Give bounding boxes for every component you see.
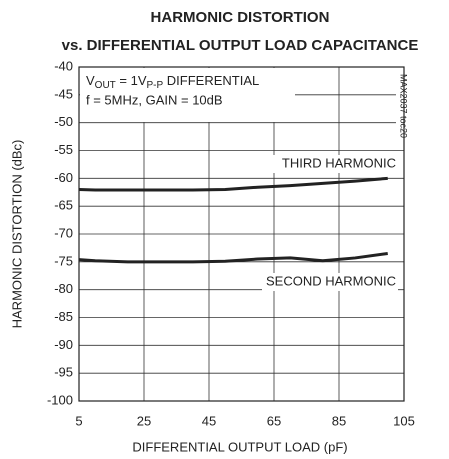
y-tick-label: -60 [54, 170, 73, 185]
y-tick-label: -100 [47, 392, 73, 407]
annotation: VOUT = 1VP-P DIFFERENTIAL [86, 73, 259, 90]
plot-frame [78, 66, 405, 402]
x-tick-label: 45 [202, 413, 216, 428]
series-label-bg [262, 155, 398, 173]
chart-subtitle: vs. DIFFERENTIAL OUTPUT LOAD CAPACITANCE [62, 37, 419, 54]
y-axis-label: HARMONIC DISTORTION (dBc) [9, 140, 24, 329]
x-tick-label: 65 [267, 413, 281, 428]
annotation-box [80, 68, 295, 122]
chart-title: HARMONIC DISTORTION [151, 9, 330, 26]
y-tick-label: -40 [54, 58, 73, 73]
y-tick-label: -70 [54, 225, 73, 240]
annotation-part: P-P [147, 80, 164, 91]
y-tick-label: -50 [54, 114, 73, 129]
y-tick-label: -45 [54, 86, 73, 101]
x-tick-label: 85 [332, 413, 346, 428]
y-tick-label: -55 [54, 142, 73, 157]
x-tick-label: 25 [137, 413, 151, 428]
figure-id-box [396, 70, 410, 150]
annotation-part: OUT [95, 80, 116, 91]
y-tick-label: -65 [54, 198, 73, 213]
y-tick-label: -75 [54, 253, 73, 268]
y-tick-label: -80 [54, 281, 73, 296]
y-tick-label: -85 [54, 309, 73, 324]
annotation-part: = 1V [116, 73, 147, 88]
x-tick-label: 105 [393, 413, 415, 428]
annotation: f = 5MHz, GAIN = 10dB [86, 92, 223, 107]
series-label: SECOND HARMONIC [266, 273, 396, 288]
y-tick-label: -90 [54, 337, 73, 352]
series-label-bg [262, 273, 398, 291]
y-tick-label: -95 [54, 365, 73, 380]
x-axis-label: DIFFERENTIAL OUTPUT LOAD (pF) [132, 439, 347, 454]
x-tick-label: 5 [75, 413, 82, 428]
series-label: THIRD HARMONIC [282, 155, 396, 170]
annotation-part: DIFFERENTIAL [163, 73, 259, 88]
series-line [78, 176, 388, 192]
annotation-part: V [86, 73, 95, 88]
series-line [78, 251, 388, 264]
